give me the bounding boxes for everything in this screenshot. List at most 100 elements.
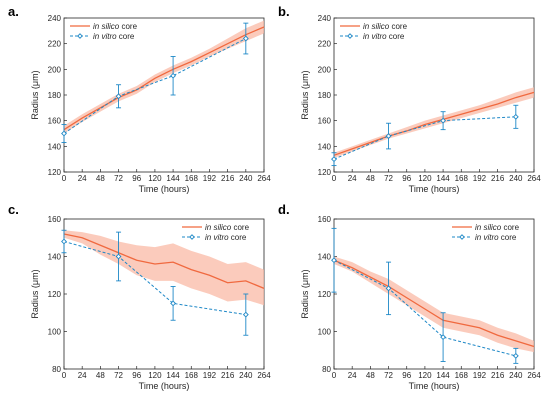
x-tick-label: 192: [473, 371, 487, 380]
x-tick-label: 168: [455, 371, 469, 380]
legend-entry-italic: in silico: [205, 223, 232, 232]
legend-entry: in silico core: [475, 223, 520, 232]
panel-letter: d.: [278, 202, 290, 217]
legend-entry: in vitro core: [363, 32, 405, 41]
x-tick-label: 48: [96, 371, 105, 380]
axes-box: [333, 17, 535, 173]
x-tick-label: 168: [455, 174, 469, 183]
y-tick-label: 80: [322, 365, 331, 374]
legend-marker: [459, 234, 465, 240]
x-tick-label: 96: [132, 174, 141, 183]
legend-marker: [77, 33, 83, 39]
x-axis-label: Time (hours): [409, 184, 460, 194]
x-tick-label: 216: [221, 174, 235, 183]
x-tick-label: 120: [418, 371, 432, 380]
x-tick-label: 0: [62, 174, 67, 183]
x-tick-label: 264: [257, 174, 271, 183]
x-tick-label: 240: [239, 174, 253, 183]
x-tick-label: 24: [78, 174, 87, 183]
x-tick-label: 72: [114, 371, 123, 380]
panel-letter: b.: [278, 4, 290, 19]
legend-entry-rest: core: [231, 223, 249, 232]
x-tick-label: 192: [203, 371, 217, 380]
y-axis-label: Radius (μm): [30, 269, 40, 318]
y-axis-label: Radius (μm): [300, 70, 310, 119]
legend-entry: in silico core: [363, 22, 408, 31]
panel-4: d. 0 24 48 72 96 120 144 168 192 216 240 264 80 100 120…: [278, 202, 541, 391]
legend-entry-italic: in vitro: [363, 32, 387, 41]
legend-entry-italic: in silico: [363, 22, 390, 31]
y-tick-label: 180: [318, 91, 332, 100]
x-tick-label: 0: [62, 371, 67, 380]
in-silico-band: [334, 256, 534, 353]
legend-entry-rest: core: [387, 32, 405, 41]
x-axis-label: Time (hours): [139, 381, 190, 391]
x-tick-label: 144: [436, 174, 450, 183]
legend-entry-rest: core: [389, 22, 407, 31]
in-vitro-marker: [242, 311, 249, 318]
x-tick-label: 120: [418, 174, 432, 183]
x-tick-label: 240: [509, 174, 523, 183]
y-axis-label: Radius (μm): [300, 269, 310, 318]
in-silico-band: [64, 20, 264, 134]
x-tick-label: 192: [473, 174, 487, 183]
in-vitro-marker: [242, 35, 249, 42]
in-silico-line: [63, 26, 265, 131]
x-tick-label: 48: [96, 174, 105, 183]
in-vitro-line: [333, 259, 516, 357]
in-vitro-marker: [385, 133, 392, 140]
legend-entry-rest: core: [117, 32, 135, 41]
legend-entry-rest: core: [229, 233, 247, 242]
x-tick-label: 72: [114, 174, 123, 183]
x-tick-label: 216: [221, 371, 235, 380]
in-vitro-marker: [115, 253, 122, 260]
x-tick-label: 144: [166, 174, 180, 183]
legend-entry: in vitro core: [205, 233, 247, 242]
y-tick-label: 140: [48, 142, 62, 151]
panel-letter: c.: [8, 202, 19, 217]
y-tick-label: 120: [318, 168, 332, 177]
in-vitro-marker: [331, 156, 337, 163]
x-tick-label: 144: [436, 371, 450, 380]
x-tick-label: 0: [332, 174, 337, 183]
in-vitro-marker: [440, 117, 447, 124]
x-tick-label: 168: [185, 174, 199, 183]
in-vitro-line: [63, 38, 247, 134]
y-tick-label: 100: [318, 328, 332, 337]
x-tick-label: 168: [185, 371, 199, 380]
y-tick-label: 220: [318, 40, 332, 49]
legend-entry-italic: in silico: [475, 223, 502, 232]
legend-entry: in vitro core: [93, 32, 135, 41]
x-tick-label: 96: [402, 371, 411, 380]
x-tick-label: 264: [527, 371, 541, 380]
x-tick-label: 120: [148, 174, 162, 183]
panel-1: a. 0 24 48 72 96 120 144 168 192 216 240 264 120 140 16…: [8, 4, 271, 194]
y-tick-label: 120: [48, 168, 62, 177]
y-tick-label: 240: [48, 14, 62, 23]
y-tick-label: 140: [318, 253, 332, 262]
panel-2: b. 0 24 48 72 96 120 144 168 192 216 240 264 120 140 16…: [278, 4, 541, 194]
x-axis-label: Time (hours): [409, 381, 460, 391]
in-vitro-marker: [170, 300, 177, 307]
y-tick-label: 140: [48, 253, 62, 262]
legend-entry-rest: core: [501, 223, 519, 232]
in-vitro-line: [63, 241, 246, 316]
legend-entry-italic: in vitro: [205, 233, 229, 242]
y-tick-label: 160: [318, 215, 332, 224]
y-tick-label: 220: [48, 40, 62, 49]
legend-entry-italic: in vitro: [93, 32, 117, 41]
y-tick-label: 160: [48, 117, 62, 126]
x-tick-label: 264: [257, 371, 271, 380]
y-tick-label: 120: [48, 290, 62, 299]
in-vitro-marker: [440, 334, 447, 341]
in-silico-line: [63, 233, 265, 289]
y-tick-label: 120: [318, 290, 332, 299]
x-tick-label: 0: [332, 371, 337, 380]
legend-entry: in silico core: [205, 223, 250, 232]
y-tick-label: 160: [318, 117, 332, 126]
x-tick-label: 120: [148, 371, 162, 380]
in-vitro-marker: [115, 93, 122, 100]
x-tick-label: 24: [348, 174, 357, 183]
in-silico-band: [64, 230, 264, 306]
